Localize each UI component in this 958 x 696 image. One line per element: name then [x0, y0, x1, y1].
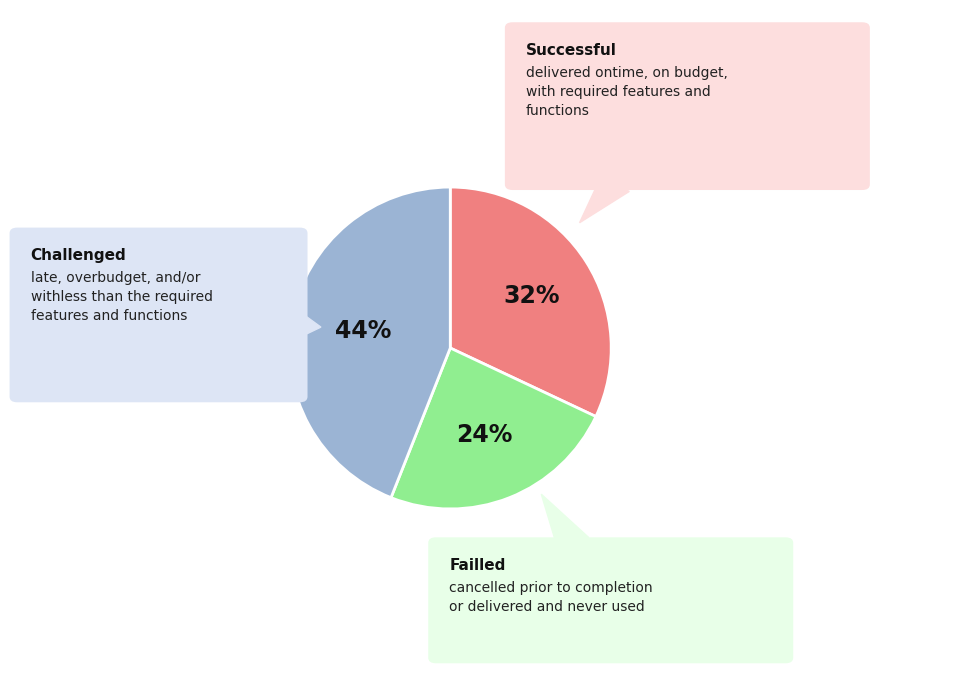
- Text: Successful: Successful: [526, 43, 617, 58]
- Text: late, overbudget, and/or
withless than the required
features and functions: late, overbudget, and/or withless than t…: [31, 271, 213, 324]
- Text: 24%: 24%: [456, 422, 513, 447]
- Wedge shape: [450, 187, 611, 416]
- Text: cancelled prior to completion
or delivered and never used: cancelled prior to completion or deliver…: [449, 581, 653, 614]
- Text: delivered ontime, on budget,
with required features and
functions: delivered ontime, on budget, with requir…: [526, 66, 728, 118]
- Text: 32%: 32%: [504, 284, 560, 308]
- Text: Failled: Failled: [449, 558, 506, 574]
- Wedge shape: [289, 187, 450, 498]
- Text: 44%: 44%: [335, 319, 392, 343]
- Wedge shape: [391, 348, 596, 509]
- Text: Challenged: Challenged: [31, 248, 126, 264]
